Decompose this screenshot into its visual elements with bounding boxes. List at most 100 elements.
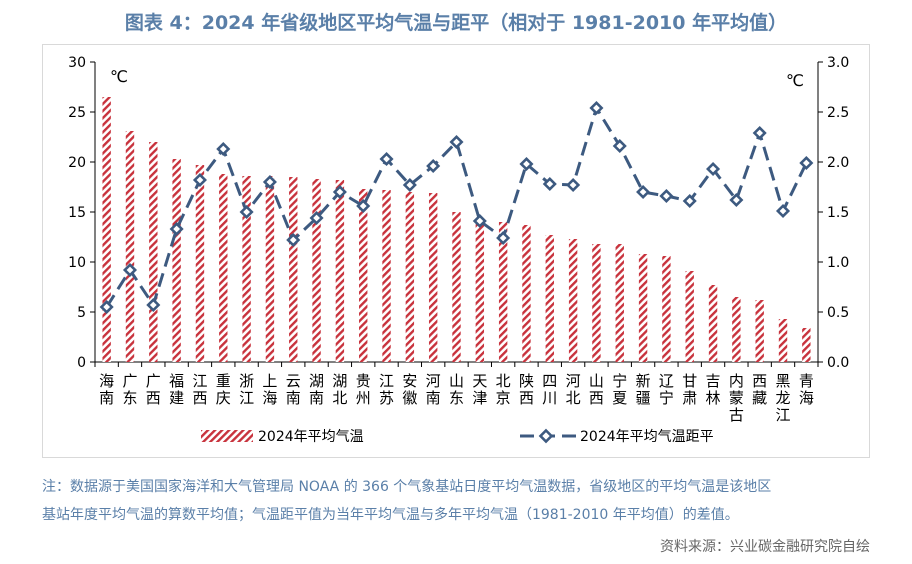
anomaly-point	[379, 151, 394, 167]
right-tick-label: 1.0	[827, 255, 849, 271]
category-label: 河	[426, 372, 441, 390]
anomaly-point	[239, 204, 254, 220]
category-label: 龙	[776, 389, 791, 407]
category-label: 疆	[636, 389, 651, 407]
temperature-bar	[592, 244, 601, 362]
category-label: 西	[589, 389, 604, 407]
category-label: 南	[99, 389, 114, 407]
category-label: 黑	[776, 372, 791, 390]
category-label: 苏	[379, 389, 394, 407]
category-label: 新	[636, 372, 651, 390]
anomaly-point	[566, 177, 581, 193]
temperature-bar	[428, 193, 438, 362]
anomaly-point	[659, 188, 674, 204]
anomaly-point	[682, 193, 697, 209]
category-label: 湖	[332, 372, 347, 390]
anomaly-point	[775, 203, 791, 219]
anomaly-point	[309, 210, 324, 226]
anomaly-point	[799, 155, 814, 171]
category-label: 津	[472, 389, 487, 407]
category-label: 山	[589, 372, 604, 390]
right-tick-label: 1.5	[827, 205, 849, 221]
category-label: 安	[402, 372, 417, 390]
category-label: 东	[122, 389, 137, 407]
temperature-bar	[195, 165, 205, 362]
left-tick-label: 5	[77, 305, 86, 321]
temperature-bar	[638, 254, 648, 362]
left-unit-label: ℃	[110, 67, 128, 86]
anomaly-point	[729, 192, 744, 208]
category-label: 夏	[612, 389, 627, 407]
chart-frame	[42, 44, 870, 458]
temperature-bar	[265, 176, 275, 362]
category-label: 蒙	[729, 389, 744, 407]
temperature-bar	[452, 212, 461, 362]
right-unit-label: ℃	[786, 71, 804, 90]
right-tick-label: 3.0	[827, 55, 849, 71]
category-label: 西	[192, 389, 207, 407]
category-label: 海	[99, 372, 114, 390]
category-label: 京	[496, 389, 511, 407]
anomaly-point	[496, 230, 511, 246]
temperature-bar	[662, 256, 671, 362]
category-label: 江	[776, 406, 791, 424]
category-label: 南	[286, 389, 301, 407]
category-label: 西	[752, 372, 767, 390]
category-label: 甘	[682, 372, 697, 390]
temperature-bar	[732, 297, 741, 362]
left-tick-label: 20	[68, 155, 86, 171]
category-label: 北	[566, 389, 581, 407]
anomaly-point	[519, 156, 534, 172]
category-label: 山	[449, 372, 464, 390]
category-label: 西	[146, 389, 161, 407]
category-label: 贵	[356, 372, 371, 390]
anomaly-point	[612, 138, 627, 154]
category-label: 藏	[752, 389, 767, 407]
temperature-bar	[522, 225, 531, 362]
anomaly-point	[636, 184, 651, 200]
category-label: 北	[496, 372, 511, 390]
temperature-bar	[568, 239, 578, 362]
category-label: 青	[799, 372, 814, 390]
category-label: 内	[729, 372, 744, 390]
temperature-bar	[149, 142, 158, 362]
category-label: 建	[169, 389, 184, 407]
anomaly-point	[356, 198, 371, 214]
temperature-bar	[289, 177, 298, 362]
category-label: 陕	[519, 372, 534, 390]
page-title: 图表 4：2024 年省级地区平均气温与距平（相对于 1981-2010 年平均…	[124, 12, 788, 34]
note-line-1: 注：数据源于美国国家海洋和大气管理局 NOAA 的 366 个气象基站日度平均气…	[42, 479, 772, 495]
category-label: 天	[472, 372, 487, 390]
note-line-2: 基站年度平均气温的算数平均值；气温距平值为当年平均气温与多年平均气温（1981-…	[42, 507, 739, 523]
category-label: 辽	[659, 372, 674, 390]
right-tick-label: 2.5	[827, 105, 849, 121]
category-label: 广	[146, 372, 161, 390]
category-label: 吉	[706, 372, 721, 390]
right-tick-label: 2.0	[827, 155, 849, 171]
category-label: 上	[262, 372, 277, 390]
category-label: 南	[426, 389, 441, 407]
category-label: 云	[286, 372, 301, 390]
temperature-bar	[755, 300, 764, 362]
right-tick-label: 0.5	[827, 305, 849, 321]
anomaly-point	[216, 141, 231, 157]
category-label: 江	[239, 389, 254, 407]
anomaly-point	[332, 184, 347, 200]
temperature-bar	[219, 174, 228, 362]
category-label: 广	[122, 372, 137, 390]
anomaly-point	[286, 232, 301, 248]
category-label: 海	[799, 389, 814, 407]
anomaly-point	[426, 158, 441, 174]
category-label: 福	[169, 372, 184, 390]
anomaly-point	[589, 100, 604, 116]
category-label: 庆	[216, 389, 231, 407]
temperature-bar	[685, 271, 694, 362]
temperature-bar	[335, 180, 345, 362]
temperature-bar	[405, 192, 415, 362]
anomaly-point	[146, 297, 161, 313]
category-label: 宁	[612, 372, 627, 390]
temperature-bar	[125, 131, 135, 362]
left-tick-label: 0	[77, 355, 86, 371]
left-tick-label: 10	[68, 255, 86, 271]
